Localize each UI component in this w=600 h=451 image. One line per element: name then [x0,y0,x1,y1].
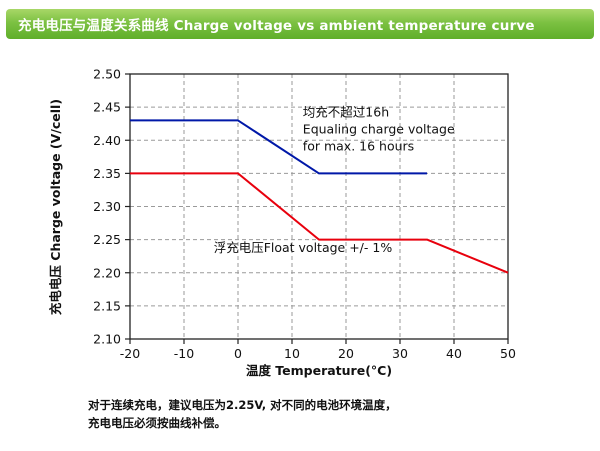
footer-note: 对于连续充电，建议电压为2.25V, 对不同的电池环境温度， 充电电压必须按曲线… [88,396,397,432]
y-axis-label: 充电电压 Charge voltage (V/cell) [48,98,63,316]
x-axis-label: 温度 Temperature(°C) [245,363,393,378]
y-tick-label: 2.40 [93,133,121,148]
equalizing-note: Equaling charge voltage [303,121,455,136]
page-title: 充电电压与温度关系曲线 Charge voltage vs ambient te… [18,18,535,34]
y-tick-label: 2.20 [93,265,121,280]
y-tick-label: 2.15 [93,298,121,313]
title-bar: 充电电压与温度关系曲线 Charge voltage vs ambient te… [6,9,594,39]
footer-line-2: 充电电压必须按曲线补偿。 [88,416,226,430]
series-equalizing-charge-voltage [130,119,427,175]
x-tick-label: 0 [234,346,242,361]
equalizing-note: for max. 16 hours [303,138,414,153]
y-tick-label: 2.45 [93,100,121,115]
x-tick-label: 20 [338,346,354,361]
x-tick-label: 30 [392,346,408,361]
series-float-voltage [130,172,509,274]
y-tick-label: 2.30 [93,199,121,214]
x-tick-label: -20 [120,346,140,361]
y-tick-label: 2.35 [93,166,121,181]
y-tick-label: 2.25 [93,232,121,247]
x-tick-label: -10 [174,346,194,361]
x-tick-label: 40 [446,346,462,361]
y-tick-label: 2.10 [93,332,121,347]
x-tick-label: 50 [500,346,516,361]
x-tick-label: 10 [284,346,300,361]
footer-line-1: 对于连续充电，建议电压为2.25V, 对不同的电池环境温度， [88,398,397,412]
float-note: 浮充电压Float voltage +/- 1% [214,240,393,255]
y-tick-label: 2.50 [93,67,121,82]
equalizing-note: 均充不超过16h [303,104,389,119]
